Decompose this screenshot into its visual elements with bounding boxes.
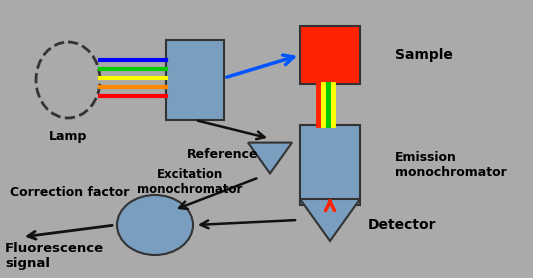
Bar	[300, 26, 360, 84]
Text: Emission
monochromator: Emission monochromator	[395, 151, 507, 179]
Polygon shape	[300, 199, 360, 241]
Ellipse shape	[117, 195, 193, 255]
Text: Sample: Sample	[395, 48, 453, 62]
Text: Lamp: Lamp	[49, 130, 87, 143]
Bar	[166, 40, 224, 120]
Text: Fluorescence
signal: Fluorescence signal	[5, 242, 104, 270]
Text: Reference: Reference	[187, 148, 258, 162]
Bar	[300, 125, 360, 205]
Text: Excitation
monochromator: Excitation monochromator	[138, 168, 243, 196]
Text: Correction factor: Correction factor	[10, 185, 130, 198]
Text: Detector: Detector	[368, 218, 437, 232]
Polygon shape	[248, 143, 292, 173]
